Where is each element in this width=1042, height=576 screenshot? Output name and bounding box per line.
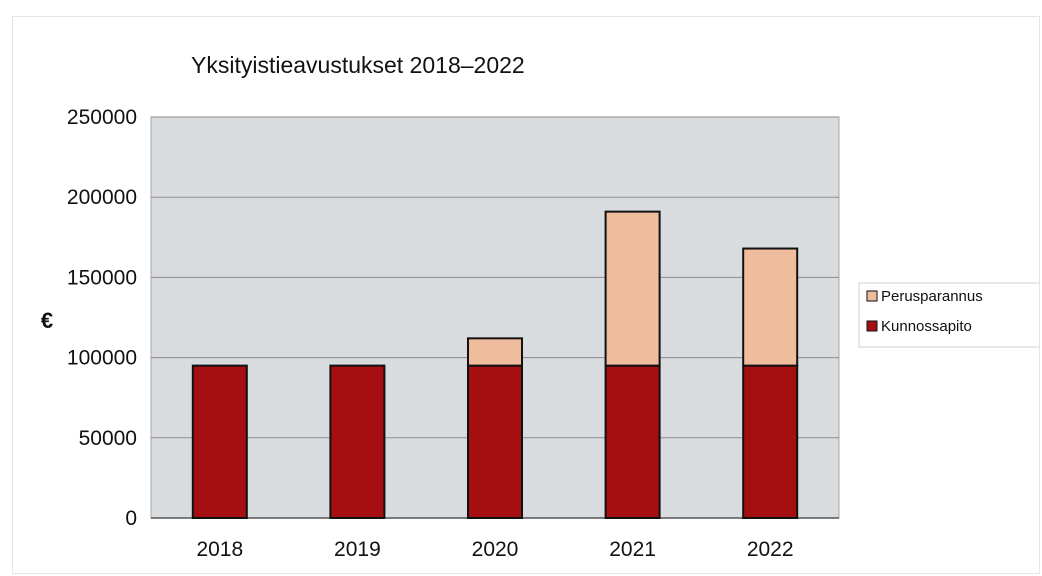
- y-tick-label: 150000: [67, 266, 137, 289]
- legend-box: [858, 282, 1039, 348]
- y-tick-label: 50000: [79, 427, 137, 450]
- bar-perusparannus-2021: [604, 210, 661, 367]
- legend-label: Perusparannus: [881, 288, 983, 305]
- y-axis-label: €: [41, 308, 53, 333]
- bar-kunnossapito-2020: [467, 364, 523, 519]
- bar-kunnossapito-2022: [742, 364, 799, 519]
- y-tick-label: 200000: [67, 186, 137, 209]
- bar-chart: Yksityistieavustukset 2018–2022 € 0 50000…: [41, 52, 1039, 561]
- x-tick-label: 2020: [472, 538, 519, 561]
- y-tick-label: 250000: [67, 106, 137, 129]
- x-tick-label: 2019: [334, 538, 381, 561]
- y-tick-label: 100000: [67, 347, 137, 370]
- bar-kunnossapito-2021: [604, 364, 661, 519]
- bar-perusparannus-2022: [742, 247, 799, 367]
- plot-area: 0 50000 100000 150000 200000 250000 2018 2019 20…: [67, 106, 840, 561]
- x-tick-label: 2018: [196, 538, 243, 561]
- legend: Perusparannus Kunnossapito: [858, 282, 1039, 348]
- legend-swatch: [866, 320, 878, 332]
- x-tick-label: 2022: [747, 538, 794, 561]
- bar-perusparannus-2020: [467, 337, 523, 367]
- chart-title: Yksityistieavustukset 2018–2022: [191, 52, 525, 78]
- y-tick-label: 0: [125, 507, 137, 530]
- x-tick-label: 2021: [609, 538, 656, 561]
- bar-kunnossapito-2018: [191, 364, 248, 519]
- chart-frame: Yksityistieavustukset 2018–2022 € 0 50000…: [12, 16, 1040, 574]
- legend-label: Kunnossapito: [881, 318, 972, 335]
- bar-kunnossapito-2019: [329, 364, 386, 519]
- legend-swatch: [866, 290, 878, 302]
